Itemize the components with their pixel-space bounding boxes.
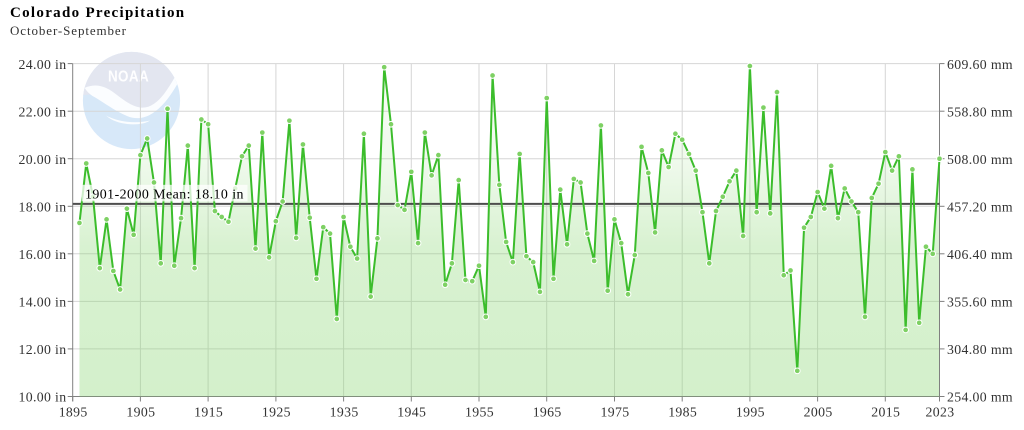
svg-text:304.80 mm: 304.80 mm [947,342,1013,357]
svg-text:1985: 1985 [668,405,697,420]
svg-text:1945: 1945 [397,405,426,420]
svg-text:18.00 in: 18.00 in [18,200,66,215]
svg-text:16.00 in: 16.00 in [18,247,66,262]
svg-text:12.00 in: 12.00 in [18,342,66,357]
svg-text:2023: 2023 [926,405,955,420]
svg-text:1895: 1895 [59,405,88,420]
svg-text:1975: 1975 [601,405,630,420]
svg-text:1905: 1905 [126,405,155,420]
svg-text:457.20 mm: 457.20 mm [947,200,1013,215]
svg-text:24.00 in: 24.00 in [18,57,66,72]
svg-text:20.00 in: 20.00 in [18,152,66,167]
svg-text:558.80 mm: 558.80 mm [947,104,1013,119]
svg-text:1925: 1925 [262,405,291,420]
svg-text:1901-2000 Mean: 18.10 in: 1901-2000 Mean: 18.10 in [85,188,244,203]
svg-text:1935: 1935 [330,405,359,420]
svg-text:1995: 1995 [736,405,765,420]
svg-text:1965: 1965 [533,405,562,420]
svg-text:609.60 mm: 609.60 mm [947,57,1013,72]
svg-text:355.60 mm: 355.60 mm [947,295,1013,310]
svg-text:1955: 1955 [465,405,494,420]
svg-text:14.00 in: 14.00 in [18,295,66,310]
svg-text:254.00 mm: 254.00 mm [947,390,1013,405]
svg-text:2015: 2015 [871,405,900,420]
svg-text:22.00 in: 22.00 in [18,104,66,119]
svg-text:NOAA: NOAA [108,69,149,86]
svg-text:October-September: October-September [10,23,127,38]
svg-text:406.40 mm: 406.40 mm [947,247,1013,262]
svg-text:1915: 1915 [194,405,223,420]
svg-text:Colorado Precipitation: Colorado Precipitation [10,5,185,21]
svg-text:508.00 mm: 508.00 mm [947,152,1013,167]
svg-text:2005: 2005 [804,405,833,420]
svg-text:10.00 in: 10.00 in [18,390,66,405]
